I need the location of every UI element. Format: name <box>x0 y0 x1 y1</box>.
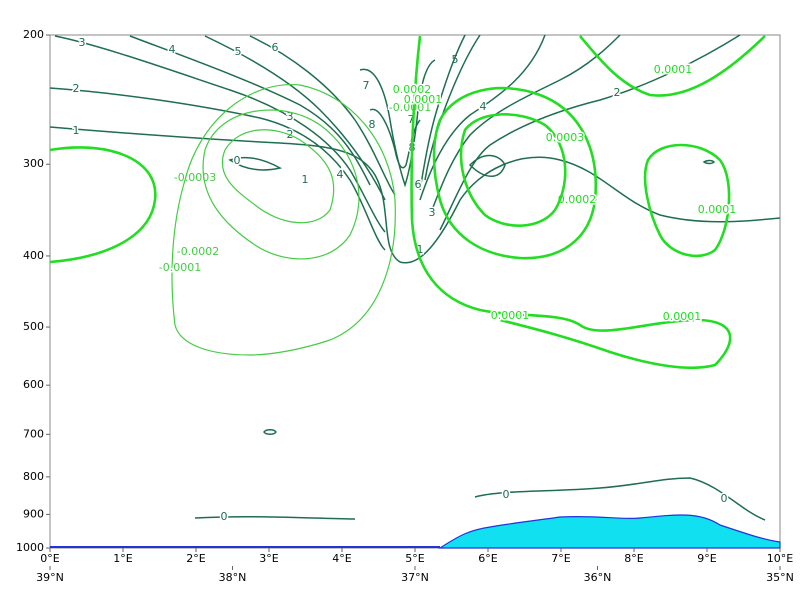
contour-label: 3 <box>429 206 436 219</box>
contour-label: 0.0001 <box>698 203 737 216</box>
contour-line <box>419 34 546 201</box>
contour-line <box>424 34 481 181</box>
contour-line <box>429 34 621 216</box>
x-tick-label: 6°E <box>478 552 497 565</box>
contour-line <box>202 109 360 260</box>
x-tick-label: 4°E <box>332 552 351 565</box>
contour-label: 0 <box>503 488 510 501</box>
x-tick-label: 5°E <box>405 552 424 565</box>
y-tick-label: 200 <box>23 28 44 41</box>
orography <box>437 514 781 549</box>
x-tick-label: 9°E <box>697 552 716 565</box>
contour-line <box>579 35 766 97</box>
contour-label: -0.0001 <box>389 101 431 114</box>
contours: 00 0011122233344455667788-0.0003-0.0002-0… <box>49 34 781 525</box>
y-tick-label: 800 <box>23 470 44 483</box>
contour-line <box>249 35 396 196</box>
contour-label: 0 <box>221 510 228 523</box>
contour-line <box>228 156 283 171</box>
x2-tick-label: 36°N <box>584 571 612 584</box>
contour-label: 1 <box>73 124 80 137</box>
contour-label: 0.0001 <box>404 93 443 106</box>
contour-line <box>49 126 781 264</box>
contour-label: 0.0001 <box>491 309 530 322</box>
x-tick-label: 3°E <box>259 552 278 565</box>
contour-label: 3 <box>287 110 294 123</box>
contour-label: 0.0003 <box>546 131 585 144</box>
contour-label: 2 <box>73 82 80 95</box>
contour-line <box>419 34 466 191</box>
contour-line <box>410 35 732 370</box>
contour-line <box>204 35 386 201</box>
contour-label: 0 <box>721 492 728 505</box>
contour-line <box>459 113 567 227</box>
contour-label: -0.0002 <box>177 245 219 258</box>
x-tick-label: 1°E <box>113 552 132 565</box>
contour-label: 3 <box>79 36 86 49</box>
contour-label: 0.0002 <box>558 193 597 206</box>
x2-tick-label: 39°N <box>36 571 64 584</box>
contour-label: 4 <box>480 100 487 113</box>
contour-line <box>49 146 157 264</box>
contour-line <box>221 129 335 224</box>
contour-line <box>194 515 356 520</box>
x2-tick-label: 38°N <box>219 571 247 584</box>
y-tick-label: 900 <box>23 507 44 520</box>
contour-label: -0.0001 <box>159 261 201 274</box>
contour-line <box>359 59 436 188</box>
y-tick-label: 600 <box>23 378 44 391</box>
contour-label: 7 <box>363 79 370 92</box>
x-tick-label: 0°E <box>40 552 59 565</box>
contour-label: 0.0002 <box>393 83 432 96</box>
contour-label: 0.0001 <box>654 63 693 76</box>
contour-label: 4 <box>169 43 176 56</box>
contour-label: 1 <box>417 243 424 256</box>
x2-tick-label: 37°N <box>401 571 429 584</box>
contour-line <box>263 429 277 435</box>
plot-frame <box>49 34 781 549</box>
contour-line <box>432 86 598 260</box>
contour-label: 1 <box>302 173 309 186</box>
y-tick-label: 700 <box>23 427 44 440</box>
x2-tick-label: 35°N <box>766 571 794 584</box>
contour-line <box>643 143 731 258</box>
y-tick-label: 300 <box>23 157 44 170</box>
y-tick-label: 400 <box>23 249 44 262</box>
contour-line <box>468 154 506 177</box>
x-tick-label: 7°E <box>551 552 570 565</box>
contour-label: 8 <box>369 118 376 131</box>
x-tick-label: 8°E <box>624 552 643 565</box>
y-tick-label: 1000 <box>16 541 44 554</box>
contour-label: 4 <box>337 168 344 181</box>
contour-label: 6 <box>272 41 279 54</box>
x-tick-label: 2°E <box>186 552 205 565</box>
contour-line <box>474 477 766 521</box>
contour-label: 6 <box>415 178 422 191</box>
contour-line <box>702 159 716 165</box>
contour-label: 5 <box>235 45 242 58</box>
contour-label: 0 <box>234 154 241 167</box>
contour-line <box>129 35 371 186</box>
contour-label: 2 <box>614 86 621 99</box>
x-tick-label: 10°E <box>767 552 793 565</box>
contour-label: 0.0001 <box>663 310 702 323</box>
contour-label: -0.0003 <box>174 171 216 184</box>
contour-line <box>49 87 386 251</box>
contour-line <box>171 84 396 356</box>
contour-label: 7 <box>408 113 415 126</box>
y-tick-label: 500 <box>23 320 44 333</box>
